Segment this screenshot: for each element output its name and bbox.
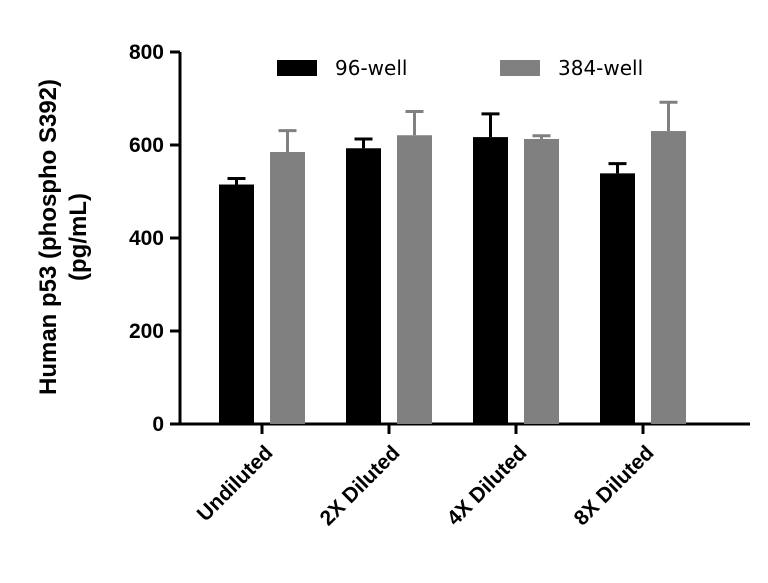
bar-96-well <box>219 184 254 424</box>
bar-384-well <box>397 135 432 425</box>
legend: 96-well 384-well <box>277 56 643 80</box>
bar-96-well <box>473 137 508 424</box>
y-tick-label: 200 <box>129 320 164 343</box>
bar-96-well <box>346 148 381 424</box>
y-tick-label: 0 <box>152 413 164 436</box>
x-tick-label: 2X Diluted <box>316 441 405 530</box>
x-tick-label: 8X Diluted <box>570 441 659 530</box>
y-tick-label: 400 <box>129 227 164 250</box>
y-axis-title-line1: Human p53 (phospho S392) <box>35 79 62 395</box>
bar-96-well <box>600 173 635 424</box>
y-axis-title: Human p53 (phospho S392) (pg/mL) <box>35 79 92 395</box>
legend-swatch-384-well <box>500 60 540 76</box>
x-tick-label: 4X Diluted <box>443 441 532 530</box>
legend-label-384-well: 384-well <box>558 56 643 80</box>
y-tick-label: 600 <box>129 134 164 157</box>
legend-label-96-well: 96-well <box>335 56 407 80</box>
y-axis-title-line2: (pg/mL) <box>65 193 92 281</box>
y-tick-label: 800 <box>129 41 164 64</box>
bar-384-well <box>524 138 559 424</box>
bar-384-well <box>270 151 305 424</box>
x-tick-label: Undiluted <box>193 441 278 526</box>
legend-swatch-96-well <box>277 60 317 76</box>
bar-384-well <box>651 131 686 425</box>
